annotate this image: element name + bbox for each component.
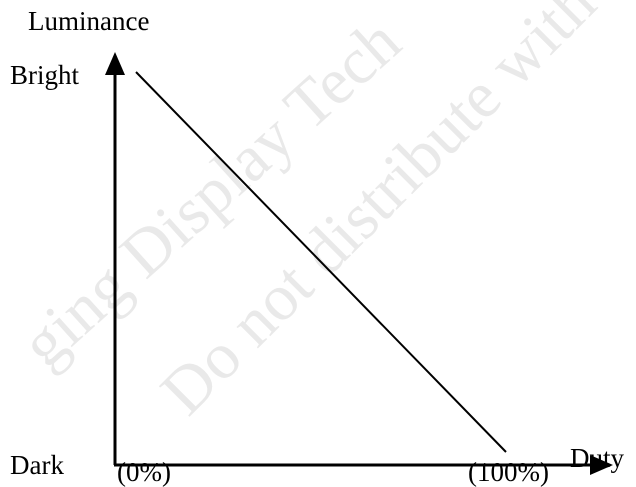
- luminance-duty-line: [135, 71, 507, 453]
- x-axis-label-start: (0%): [117, 457, 171, 487]
- x-axis-label-end: (100%): [468, 457, 549, 487]
- x-axis-title: Duty: [570, 443, 624, 473]
- y-axis-title: Luminance: [28, 6, 150, 36]
- x-axis-arrowhead: [590, 455, 613, 475]
- y-axis-label-dark: Dark: [10, 450, 64, 480]
- y-axis-arrowhead: [105, 52, 125, 75]
- y-axis-label-bright: Bright: [10, 60, 80, 90]
